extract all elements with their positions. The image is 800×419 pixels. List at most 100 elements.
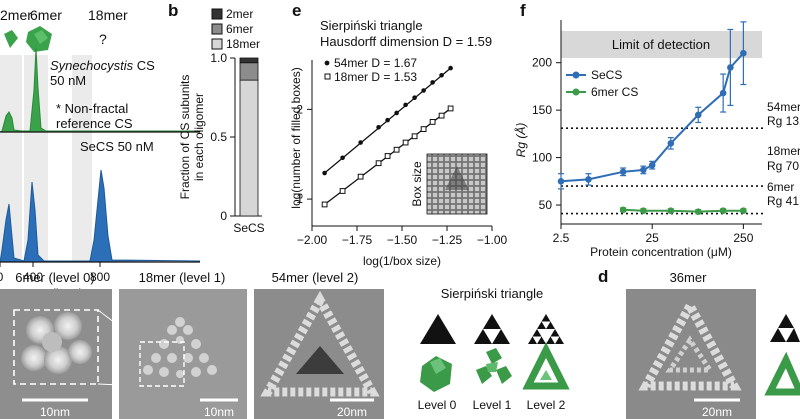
dimer-cartoon-icon: [4, 30, 18, 48]
legend-6mer: 6mer: [226, 22, 253, 36]
legend-swatch-6mer: [211, 23, 223, 35]
point-18mer: [357, 173, 364, 180]
legend-18mer-marker: [324, 73, 331, 80]
legend-54mer: 54mer D = 1.67: [334, 56, 417, 70]
legend-6mer-marker: [572, 88, 580, 96]
panel-f-ytick-label: 100: [532, 151, 552, 165]
point-18mer: [447, 105, 454, 112]
panel-f-ytick-label: 50: [539, 198, 553, 212]
legend-swatch-2mer: [211, 8, 223, 20]
legend-secs: SeCS: [591, 68, 622, 82]
sierpinski-level1-icon: [474, 314, 510, 344]
sierpinski-partial-icon: [770, 314, 800, 342]
data-point-secs: [585, 176, 592, 183]
panel-e: e Sierpiński triangle Hausdorff dimensio…: [289, 1, 508, 268]
panel-f-ylabel: Rg (Å): [513, 123, 528, 158]
panel-a: 2mer 6mer 18mer ? Synechocystis CS 50 nM…: [0, 7, 201, 301]
point-18mer: [411, 133, 418, 140]
label-18mer: 18mer: [88, 7, 128, 23]
point-18mer: [384, 153, 391, 159]
secs-trace: [0, 169, 201, 263]
panel-e-letter: e: [292, 1, 301, 20]
bar-segment-18mer: [239, 79, 259, 217]
em-triangle-outer: [260, 290, 380, 397]
data-point-secs: [694, 111, 702, 119]
level0-label: Level 0: [418, 398, 457, 412]
lod-band: [561, 31, 762, 58]
point-54mer: [412, 95, 417, 100]
panel-d-letter: d: [598, 267, 608, 286]
point-54mer: [439, 72, 444, 78]
data-point-6mer: [667, 207, 675, 215]
legend-2mer: 2mer: [226, 7, 253, 21]
ref-18mer-label: 18mer: [767, 144, 800, 158]
panel-f-xtick-label: 250: [733, 231, 753, 245]
level2-label: Level 2: [527, 398, 566, 412]
point-54mer: [421, 88, 426, 93]
xtick-400: 400: [23, 270, 43, 284]
data-point-6mer: [619, 206, 627, 214]
panel-f-letter: f: [520, 1, 526, 20]
legend-swatch-18mer: [211, 38, 223, 50]
label-question: ?: [99, 31, 107, 47]
panel-e-title-2: Hausdorff dimension D = 1.59: [320, 34, 492, 49]
data-point-secs: [667, 140, 675, 147]
scale-label-3: 20nm: [337, 405, 367, 419]
point-18mer: [321, 201, 328, 208]
em-title-18mer: 18mer (level 1): [139, 270, 226, 285]
synechocystis-trace: [0, 47, 200, 133]
legend-6mer-cs: 6mer CS: [591, 85, 638, 99]
box-size-label: Box size: [410, 161, 424, 207]
em-zoom-box: [13, 309, 99, 385]
band-2mer: [0, 55, 22, 262]
ref-6mer-rg: Rg 41: [767, 194, 799, 208]
em-title-36mer: 36mer: [670, 270, 708, 285]
level1-cartoon-icon: [476, 348, 512, 384]
level1-label: Level 1: [473, 398, 512, 412]
panel-b-ytick-05: 0.5: [210, 130, 227, 144]
point-18mer: [402, 139, 409, 146]
data-point-secs: [740, 49, 747, 57]
em-54mer: 54mer (level 2) 20nm: [254, 270, 384, 419]
panel-b-ylabel-2: in each oligomer: [192, 93, 206, 181]
data-point-secs: [640, 166, 647, 174]
scale-label-2: 10nm: [204, 405, 234, 419]
nonfractal-note-1: * Non-fractal: [56, 101, 128, 116]
point-18mer: [339, 188, 346, 194]
data-point-secs: [719, 89, 727, 97]
point-18mer: [438, 112, 445, 119]
point-54mer: [376, 124, 381, 130]
point-54mer: [403, 102, 408, 108]
ref-6mer-label: 6mer: [767, 180, 794, 194]
level2-cartoon-icon: [522, 342, 570, 390]
em-18mer: 18mer (level 1) 10nm: [119, 270, 247, 419]
sierpinski-level2-icon: [528, 314, 564, 344]
nonfractal-note-2: reference CS: [56, 116, 133, 131]
legend-18mer: 18mer: [226, 37, 260, 51]
panel-e-ytick-label: 2: [296, 102, 303, 116]
point-54mer: [394, 110, 399, 116]
point-18mer: [375, 160, 382, 167]
panel-e-ticks: −2.00 −1.75 −1.50 −1.25 −1.00 1 2: [296, 102, 507, 247]
panel-f-xtick-label: 2.5: [553, 231, 570, 245]
panel-e-ytick-label: 1: [296, 192, 303, 206]
panel-b-ytick-0: 0: [220, 209, 227, 223]
sierpinski-title: Sierpiński triangle: [441, 286, 544, 301]
panel-e-xtick-label: −1.25: [432, 233, 463, 247]
ref-18mer-rg: Rg 70: [767, 159, 799, 173]
point-54mer: [430, 80, 435, 85]
lod-label: Limit of detection: [612, 37, 710, 52]
point-54mer: [358, 140, 363, 145]
data-point-6mer: [694, 208, 702, 215]
data-point-6mer: [740, 207, 747, 215]
panel-d: d 36mer 20nm: [598, 267, 800, 419]
point-18mer: [393, 146, 400, 153]
panel-b-xcat: SeCS: [233, 221, 264, 235]
data-point-secs: [648, 161, 656, 169]
em-6mer: 6mer (level 0) 10nm: [0, 270, 141, 419]
point-54mer: [385, 117, 390, 123]
data-point-secs: [619, 168, 627, 176]
panel-f: f Limit of detection 2.5 25 250 50 100 150 200…: [513, 1, 800, 259]
band-18mer: [72, 55, 92, 262]
